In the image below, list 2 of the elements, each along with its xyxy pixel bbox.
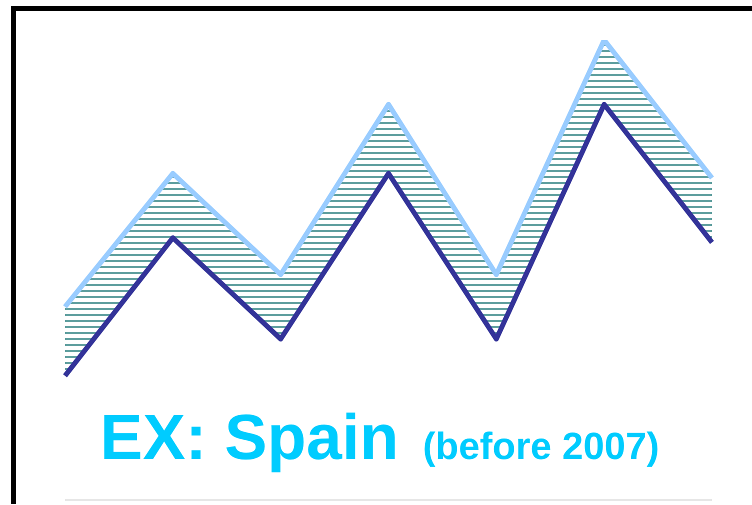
annotation: EX: Spain (100, 400, 399, 474)
annotation: (before 2007) (422, 426, 660, 469)
